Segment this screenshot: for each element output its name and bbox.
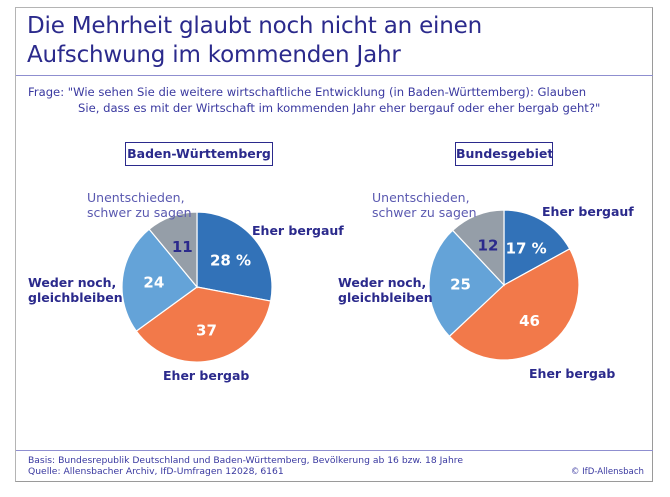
question-line-1: Frage: "Wie sehen Sie die weitere wirtsc… [28,85,587,99]
label-weder-line1: Weder noch, [28,275,117,290]
survey-question: Frage: "Wie sehen Sie die weitere wirtsc… [28,84,648,116]
slice-unentschieden [148,211,198,289]
footer-divider [16,450,653,451]
pie-baden-wuerttemberg: 28 % 37 24 11 [121,211,273,363]
value-label: 46 [519,312,540,330]
slice-unentschieden [451,209,505,287]
label-bergab-bw: Eher bergab [163,368,250,383]
label-bergauf-bw: Eher bergauf [252,223,344,238]
value-label: 11 [172,238,193,256]
title-divider [16,75,653,76]
question-line-2: Sie, dass es mit der Wirtschaft im komme… [78,101,601,115]
label-undecided-line1: Unentschieden, [372,190,470,205]
title-line-1: Die Mehrheit glaubt noch nicht an einen [27,13,482,39]
title-line-2: Aufschwung im kommenden Jahr [27,42,401,68]
label-undecided-bw: Unentschieden, schwer zu sagen [87,190,192,220]
copyright: © IfD-Allensbach [570,467,644,477]
value-label: 12 [478,237,499,255]
value-label: 28 % [210,251,251,269]
label-undecided-line2: schwer zu sagen [87,205,192,220]
footer-source: Quelle: Allensbacher Archiv, IfD-Umfrage… [28,466,284,477]
pie-bundesgebiet: 17 % 46 25 12 [428,209,580,361]
footer-basis: Basis: Bundesrepublik Deutschland und Ba… [28,455,463,466]
label-weder-line2: gleichbleiben [338,290,433,305]
slice-bergauf [503,209,571,287]
label-weder-line1: Weder noch, [338,275,427,290]
pie-title-baden-wuerttemberg: Baden-Württemberg [125,142,273,166]
label-undecided-line1: Unentschieden, [87,190,185,205]
slice-weder [121,228,198,332]
chart-title: Die Mehrheit glaubt noch nicht an einen … [27,12,627,70]
value-label: 37 [196,321,217,339]
label-weder-line2: gleichbleiben [28,290,123,305]
chart-frame [15,7,653,482]
label-bergauf-bund: Eher bergauf [542,204,634,219]
label-weder-bund: Weder noch, gleichbleiben [338,275,433,305]
pie-title-bundesgebiet: Bundesgebiet [455,142,553,166]
label-undecided-bund: Unentschieden, schwer zu sagen [372,190,477,220]
value-label: 25 [450,276,471,294]
slice-weder [428,229,505,338]
label-weder-bw: Weder noch, gleichbleiben [28,275,123,305]
slice-bergab [448,248,580,361]
value-label: 17 % [506,240,547,258]
label-bergab-bund: Eher bergab [529,366,616,381]
slice-bergab [135,286,272,363]
label-undecided-line2: schwer zu sagen [372,205,477,220]
slice-bergauf [196,211,273,302]
value-label: 24 [143,274,164,292]
